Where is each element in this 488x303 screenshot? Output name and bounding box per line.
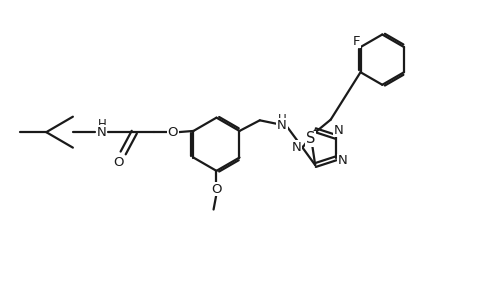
Text: N: N — [277, 119, 286, 132]
Text: F: F — [352, 35, 360, 48]
Text: S: S — [305, 132, 314, 146]
Text: O: O — [211, 183, 221, 196]
Text: N: N — [97, 126, 106, 139]
Text: N: N — [291, 141, 301, 154]
Text: N: N — [337, 154, 347, 167]
Text: H: H — [97, 118, 106, 132]
Text: O: O — [167, 126, 178, 139]
Text: H: H — [277, 113, 286, 126]
Text: N: N — [333, 124, 343, 137]
Text: O: O — [113, 156, 123, 169]
